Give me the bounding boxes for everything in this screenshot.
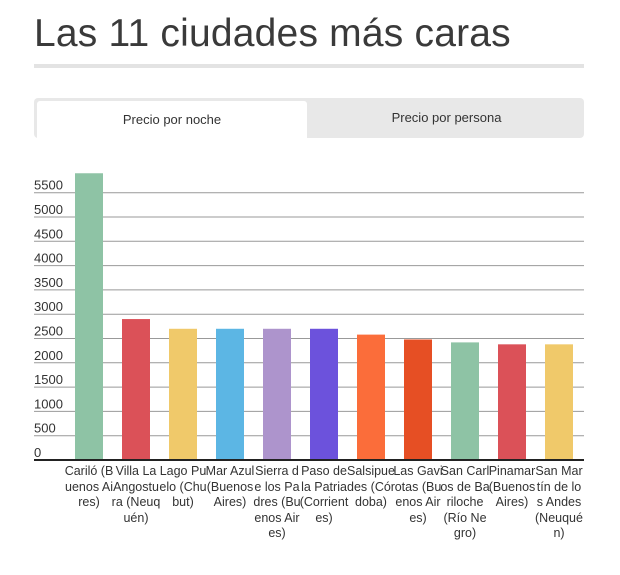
page-title: Las 11 ciudades más caras — [34, 12, 511, 55]
y-tick-label: 2500 — [34, 324, 63, 339]
y-tick-label: 4000 — [34, 251, 63, 266]
bar[interactable] — [404, 339, 432, 460]
x-tick-label: Villa La Angostura (Neuquén) — [111, 464, 161, 525]
y-tick-label: 5500 — [34, 178, 63, 193]
y-tick-label: 0 — [34, 445, 41, 460]
title-divider — [34, 64, 584, 68]
bar-chart: 0 500 1000 1500 2000 2500 3000 3500 4000 4500 5000… — [0, 150, 620, 575]
bar[interactable] — [263, 328, 291, 460]
x-tick-label: Sierra de los Padres (Buenos Aires) — [253, 464, 301, 541]
x-tick-label: San Carlos de Bariloche (Río Negro) — [440, 464, 490, 541]
bar[interactable] — [310, 328, 338, 460]
x-tick-label: Paso de la Patria (Corrientes) — [299, 464, 349, 525]
y-tick-label: 1500 — [34, 372, 63, 387]
x-tick-label: San Martín de los Andes (Neuquén) — [535, 464, 583, 541]
x-tick-label: Salsipuedes (Córdoba) — [347, 464, 395, 510]
bar[interactable] — [216, 328, 244, 460]
y-tick-label: 4500 — [34, 226, 63, 241]
y-tick-label: 3500 — [34, 275, 63, 290]
x-tick-label: Mar Azul (Buenos Aires) — [205, 464, 255, 510]
y-tick-label: 2000 — [34, 348, 63, 363]
bar[interactable] — [169, 328, 197, 460]
x-tick-label: Cariló (Buenos Aires) — [64, 464, 114, 510]
bar[interactable] — [451, 342, 479, 460]
x-tick-label: Lago Puelo (Chubut) — [159, 464, 207, 510]
bar[interactable] — [357, 334, 385, 460]
tab-bar: Precio por noche Precio por persona — [34, 98, 584, 138]
y-tick-label: 500 — [34, 421, 56, 436]
bar[interactable] — [122, 319, 150, 460]
x-tick-label: Pinamar (Buenos Aires) — [488, 464, 536, 510]
tab-price-per-night[interactable]: Precio por noche — [37, 101, 307, 138]
bar[interactable] — [498, 344, 526, 460]
y-tick-label: 3000 — [34, 299, 63, 314]
chart-svg: 0 500 1000 1500 2000 2500 3000 3500 4000 4500 5000… — [34, 173, 584, 461]
y-tick-label: 5000 — [34, 202, 63, 217]
x-tick-label: Las Gaviotas (Buenos Aires) — [393, 464, 443, 525]
bar[interactable] — [75, 173, 103, 460]
y-tick-label: 1000 — [34, 396, 63, 411]
tab-price-per-person[interactable]: Precio por persona — [391, 110, 502, 125]
bar[interactable] — [545, 344, 573, 460]
